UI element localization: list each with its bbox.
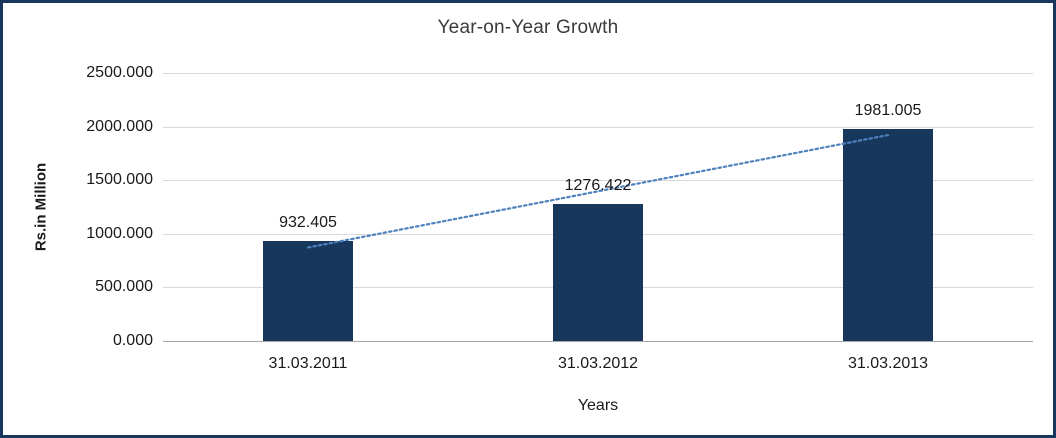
data-label: 1981.005 [854, 101, 922, 119]
y-axis-tick-label: 0.000 [112, 332, 153, 349]
data-label: 1276.422 [564, 177, 632, 195]
bar-31.03.2011 [263, 241, 353, 341]
y-axis-tick-label: 1500.000 [86, 171, 153, 189]
x-axis-tick-label: 31.03.2011 [268, 355, 348, 372]
chart-title: Year-on-Year Growth [437, 17, 619, 38]
gridline [163, 73, 1033, 74]
y-axis-tick-label: 500.000 [95, 278, 153, 296]
x-axis-title: Years [577, 397, 619, 414]
x-axis-tick-label: 31.03.2013 [847, 355, 929, 372]
data-label: 932.405 [279, 214, 337, 232]
x-axis-tick-label: 31.03.2012 [557, 355, 639, 372]
bar-31.03.2012 [553, 204, 643, 341]
y-axis-tick-label: 2000.000 [86, 117, 153, 135]
bar-31.03.2013 [843, 128, 933, 341]
gridline [163, 126, 1033, 128]
y-axis-tick-label: 1000.000 [86, 224, 153, 242]
plot-area: 932.405 1276.422 1981.005 [163, 73, 1033, 342]
x-axis-line [163, 341, 1033, 342]
y-axis-tick-label: 2500.000 [86, 64, 153, 81]
